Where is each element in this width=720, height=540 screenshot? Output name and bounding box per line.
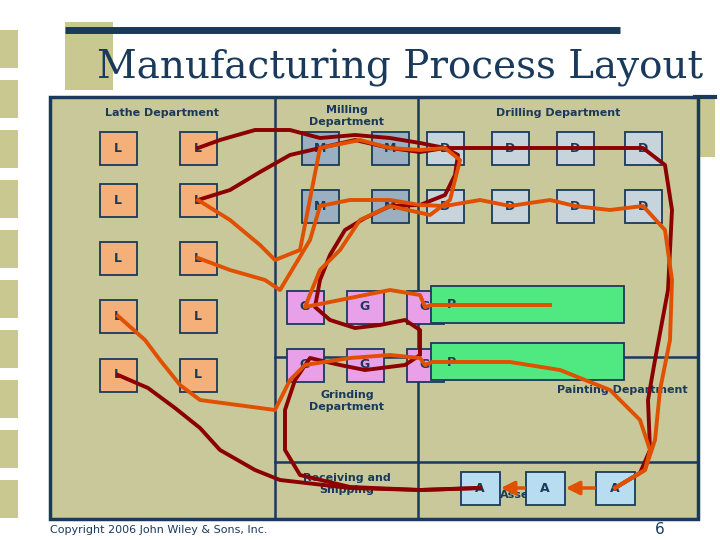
- Text: Drilling Department: Drilling Department: [496, 108, 620, 118]
- FancyBboxPatch shape: [179, 300, 217, 333]
- Text: P: P: [447, 355, 456, 368]
- Text: D: D: [570, 199, 580, 213]
- Text: Painting Department: Painting Department: [557, 385, 688, 395]
- Text: G: G: [360, 359, 370, 372]
- FancyBboxPatch shape: [99, 184, 137, 217]
- Text: L: L: [194, 193, 202, 206]
- Text: D: D: [570, 141, 580, 154]
- FancyBboxPatch shape: [426, 132, 464, 165]
- FancyBboxPatch shape: [431, 286, 624, 322]
- Text: L: L: [194, 309, 202, 322]
- Text: A: A: [475, 482, 485, 495]
- Text: D: D: [440, 141, 450, 154]
- Text: L: L: [114, 141, 122, 154]
- FancyBboxPatch shape: [99, 359, 137, 392]
- Text: Milling
Department: Milling Department: [310, 105, 384, 127]
- Text: G: G: [300, 300, 310, 314]
- Bar: [0, 480, 18, 518]
- Bar: [0, 330, 18, 368]
- Text: D: D: [638, 141, 648, 154]
- Bar: [0, 80, 18, 118]
- FancyBboxPatch shape: [624, 132, 662, 165]
- FancyBboxPatch shape: [557, 132, 593, 165]
- FancyBboxPatch shape: [179, 241, 217, 274]
- FancyBboxPatch shape: [179, 132, 217, 165]
- FancyBboxPatch shape: [302, 132, 338, 165]
- Text: Manufacturing Process Layout: Manufacturing Process Layout: [97, 49, 703, 87]
- Text: D: D: [440, 199, 450, 213]
- Text: L: L: [114, 368, 122, 381]
- Text: M: M: [384, 199, 396, 213]
- FancyBboxPatch shape: [426, 190, 464, 222]
- Text: G: G: [420, 300, 430, 314]
- Text: L: L: [194, 252, 202, 265]
- Text: Copyright 2006 John Wiley & Sons, Inc.: Copyright 2006 John Wiley & Sons, Inc.: [50, 525, 268, 535]
- Text: Grinding
Department: Grinding Department: [310, 390, 384, 413]
- Text: L: L: [194, 141, 202, 154]
- FancyBboxPatch shape: [461, 471, 500, 504]
- Text: D: D: [505, 199, 515, 213]
- Text: G: G: [300, 359, 310, 372]
- FancyBboxPatch shape: [179, 359, 217, 392]
- Text: M: M: [384, 141, 396, 154]
- Text: A: A: [540, 482, 550, 495]
- FancyBboxPatch shape: [179, 184, 217, 217]
- FancyBboxPatch shape: [624, 190, 662, 222]
- Text: M: M: [314, 141, 326, 154]
- Bar: [0, 30, 18, 68]
- FancyBboxPatch shape: [407, 348, 444, 381]
- Bar: [0, 280, 18, 318]
- FancyBboxPatch shape: [302, 190, 338, 222]
- FancyBboxPatch shape: [492, 190, 528, 222]
- FancyBboxPatch shape: [431, 342, 624, 380]
- FancyBboxPatch shape: [595, 471, 634, 504]
- Text: L: L: [114, 252, 122, 265]
- Text: D: D: [638, 199, 648, 213]
- Bar: [0, 230, 18, 268]
- FancyBboxPatch shape: [99, 300, 137, 333]
- Text: M: M: [314, 199, 326, 213]
- Text: L: L: [194, 368, 202, 381]
- Text: Lathe Department: Lathe Department: [105, 108, 219, 118]
- Bar: [0, 130, 18, 168]
- FancyBboxPatch shape: [346, 291, 384, 323]
- Text: D: D: [505, 141, 515, 154]
- FancyBboxPatch shape: [287, 348, 323, 381]
- FancyBboxPatch shape: [346, 348, 384, 381]
- Bar: [50, 97, 698, 519]
- FancyBboxPatch shape: [407, 291, 444, 323]
- FancyBboxPatch shape: [372, 132, 408, 165]
- FancyBboxPatch shape: [372, 190, 408, 222]
- Text: L: L: [114, 309, 122, 322]
- Text: Receiving and
Shipping: Receiving and Shipping: [303, 473, 391, 495]
- FancyBboxPatch shape: [557, 190, 593, 222]
- Text: A: A: [610, 482, 620, 495]
- Text: P: P: [447, 299, 456, 312]
- Text: G: G: [360, 300, 370, 314]
- Bar: [0, 380, 18, 418]
- Text: Assembly: Assembly: [500, 490, 560, 500]
- Bar: [65, 22, 113, 90]
- FancyBboxPatch shape: [99, 132, 137, 165]
- FancyBboxPatch shape: [99, 241, 137, 274]
- Bar: [0, 430, 18, 468]
- FancyBboxPatch shape: [492, 132, 528, 165]
- Text: G: G: [420, 359, 430, 372]
- FancyBboxPatch shape: [526, 471, 564, 504]
- FancyBboxPatch shape: [287, 291, 323, 323]
- Bar: [695, 97, 715, 157]
- Text: 6: 6: [655, 523, 665, 537]
- Bar: [0, 180, 18, 218]
- Text: L: L: [114, 193, 122, 206]
